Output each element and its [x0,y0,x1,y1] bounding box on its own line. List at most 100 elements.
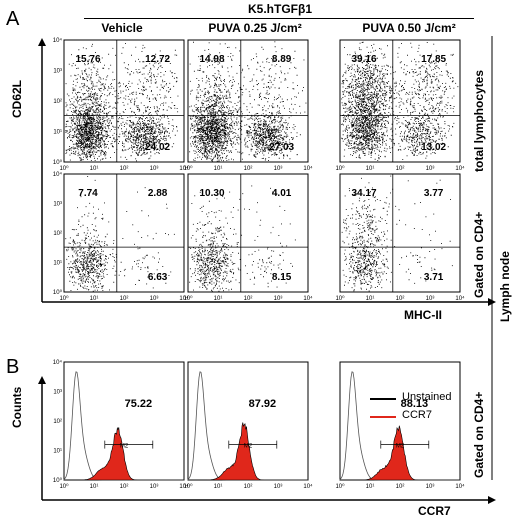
hist-c2-xtick-4: 10⁴ [303,483,313,490]
scatter-r2-c1-xtick-3: 10³ [150,296,159,302]
scatter-r1-c2-xtick-2: 10² [244,166,253,172]
scatter-r1-c1-quadrant-lr: 24.02 [145,142,170,153]
hist-c1-xtick-4: 10⁴ [179,483,189,490]
scatter-r1-c1-quadrant-ul: 15.76 [75,54,100,65]
hist-c2-xtick-0: 10⁰ [183,483,193,490]
legend-swatch-unstained [370,398,396,400]
scatter-r1-c1-ytick-0: 10⁰ [53,159,63,166]
scatter-r1-c1-xtick-0: 10⁰ [59,165,69,172]
hist-c1-m2-gate-label: M2 [120,444,129,450]
histogram-legend: Unstained CCR7 [370,391,468,431]
scatter-r1-c1-frame [63,39,185,163]
panel-letter-a: A [6,8,20,30]
scatter-r1-c3-points [341,41,459,161]
scatter-r2-c1-xtick-0: 10⁰ [59,295,69,302]
hist-c1-xtick-3: 10³ [150,484,159,490]
scatter-r1-c2-quadrant-ul: 14.98 [199,54,224,65]
hist-c2-xtick-2: 10² [244,484,253,490]
hist-c3-xtick-0: 10⁰ [335,483,345,490]
hist-c2-xtick-1: 10¹ [214,484,223,490]
scatter-r2-c2-frame [187,173,309,293]
scatter-r2-c3-xtick-3: 10³ [426,296,435,302]
scatter-r2-c2-points [189,185,296,292]
hist-c1-ytick-0: 10⁰ [53,477,63,484]
scatter-r1-c3-xtick-2: 10² [396,166,405,172]
scatter-r1-c1-xtick-4: 10⁴ [179,165,189,172]
header-underline [84,18,474,19]
scatter-r1-c1-xtick-1: 10¹ [90,166,99,172]
hist-c3-xtick-2: 10² [396,484,405,490]
condition-title-puva-025: PUVA 0.25 J/cm² [208,21,302,35]
hist-c2-percent-positive: 87.92 [249,398,277,410]
hist-c3-xtick-1: 10¹ [366,484,375,490]
scatter-r1-c1-ytick-2: 10² [53,99,62,105]
scatter-r2-c1-quadrant-lr: 6.63 [148,272,168,283]
scatter-r2-c3-quadrant-ul: 34.17 [351,188,376,199]
scatter-r1-c3-xtick-1: 10¹ [366,166,375,172]
scatter-r2-c1-xtick-1: 10¹ [90,296,99,302]
hist-c1-ytick-2: 10² [53,419,62,425]
scatter-r1-c3-xtick-0: 10⁰ [335,165,345,172]
panel-letter-b: B [6,356,20,378]
scatter-r1-c1-xtick-3: 10³ [150,166,159,172]
y-axis-title-cd62l: CD62L [10,79,24,118]
scatter-r2-c2-xtick-0: 10⁰ [183,295,193,302]
hist-c3-m2-gate-label: M2 [396,444,405,450]
scatter-r1-c3-xtick-4: 10⁴ [455,165,465,172]
scatter-r1-c1-ytick-4: 10⁴ [53,37,63,44]
scatter-r1-c1-xtick-2: 10² [120,166,129,172]
hist-c3-percent-positive: 88.13 [401,398,429,410]
condition-title-puva-050: PUVA 0.50 J/cm² [362,21,456,35]
scatter-r1-c2-quadrant-lr: 27.03 [269,142,294,153]
scatter-r2-c2-quadrant-ur: 4.01 [272,188,292,199]
scatter-r1-c3-quadrant-ul: 39.16 [351,54,376,65]
scatter-r1-c3-quadrant-ur: 17.85 [421,54,446,65]
hist-c2-xtick-3: 10³ [274,484,283,490]
hist-c1-ytick-3: 10³ [53,390,62,396]
hist-c1-percent-positive: 75.22 [125,398,153,410]
scatter-r1-c1-ytick-3: 10³ [53,69,62,75]
scatter-r1-c2-xtick-0: 10⁰ [183,165,193,172]
row-label-total-lymphocytes: total lymphocytes [472,69,486,172]
scatter-r2-c1-ytick-3: 10³ [53,202,62,208]
scatter-r2-c2-xtick-4: 10⁴ [303,295,313,302]
scatter-r2-c2-quadrant-lr: 8.15 [272,272,292,283]
scatter-r1-c2-xtick-1: 10¹ [214,166,223,172]
scatter-r2-c3-xtick-0: 10⁰ [335,295,345,302]
hist-c1-ytick-4: 10⁴ [53,359,63,366]
scatter-r2-c3-xtick-4: 10⁴ [455,295,465,302]
scatter-r1-c3-quadrant-lr: 13.02 [421,142,446,153]
hist-c2-ccr7-histogram [188,422,308,481]
legend-label-unstained: Unstained [402,391,452,403]
scatter-r1-c3-xtick-3: 10³ [426,166,435,172]
group-label-lymph-node: Lymph node [498,251,512,322]
hist-c1-ytick-1: 10¹ [53,449,62,455]
x-axis-title-mhcii: MHC-II [404,308,442,322]
scatter-r2-c1-ytick-0: 10⁰ [53,289,63,296]
scatter-r1-c2-xtick-3: 10³ [274,166,283,172]
scatter-r2-c1-ytick-2: 10² [53,231,62,237]
scatter-r2-c1-ytick-1: 10¹ [53,261,62,267]
scatter-r2-c3-quadrant-lr: 3.71 [424,272,444,283]
x-axis-title-ccr7: CCR7 [418,504,451,518]
scatter-r2-c1-xtick-2: 10² [120,296,129,302]
scatter-r1-c2-quadrant-ur: 8.89 [272,54,292,65]
hist-c3-xtick-4: 10⁴ [455,483,465,490]
scatter-r2-c2-quadrant-ul: 10.30 [199,188,224,199]
scatter-r2-c2-xtick-2: 10² [244,296,253,302]
legend-label-ccr7: CCR7 [402,409,432,421]
scatter-r1-c2-points [189,41,307,162]
hist-c1-xtick-1: 10¹ [90,484,99,490]
scatter-r1-c2-xtick-4: 10⁴ [303,165,313,172]
row-label-gated-cd4-scatter: Gated on CD4+ [472,211,486,298]
hist-c1-xtick-0: 10⁰ [59,483,69,490]
scatter-r1-c1-quadrant-ur: 12.72 [145,54,170,65]
legend-swatch-ccr7 [370,416,396,418]
scatter-r1-c1-points [65,43,179,162]
scatter-r2-c1-quadrant-ur: 2.88 [148,188,168,199]
hist-c2-m2-gate-label: M2 [244,444,253,450]
y-axis-title-counts: Counts [10,386,24,428]
hist-c3-ccr7-histogram [340,425,460,481]
scatter-r2-c1-quadrant-ul: 7.74 [78,188,98,199]
